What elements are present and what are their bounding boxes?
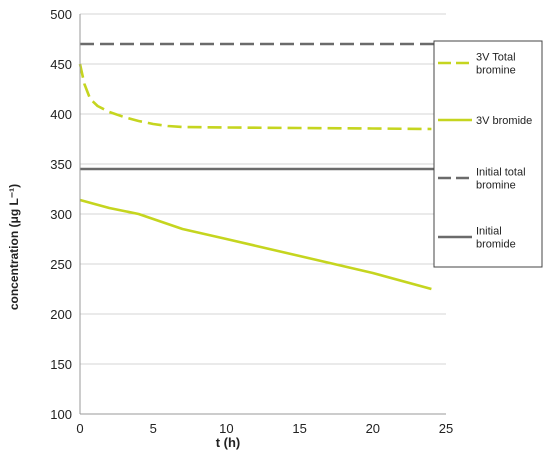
x-tick-label: 5 [150,421,157,436]
x-tick-labels: 0 5 10 15 20 25 [76,421,453,436]
legend-label: Initial [476,226,502,238]
y-tick-label: 150 [50,357,72,372]
y-tick-label: 450 [50,57,72,72]
y-tick-label: 250 [50,257,72,272]
axes [79,14,446,415]
legend-label: 3V bromide [476,115,532,127]
series-line-0 [78,63,432,131]
legend-label: bromide [476,239,516,251]
y-tick-labels: 100 150 200 250 300 350 400 450 500 [50,7,72,422]
legend-label: bromine [476,180,516,192]
series-lines [78,42,446,291]
y-tick-label: 500 [50,7,72,22]
gridlines [80,13,446,365]
legend-label: bromine [476,65,516,77]
y-tick-label: 300 [50,207,72,222]
y-tick-label: 350 [50,157,72,172]
y-axis-label: concentration (μg L⁻¹) [7,184,21,310]
x-tick-label: 15 [292,421,306,436]
x-tick-label: 25 [439,421,453,436]
y-tick-label: 200 [50,307,72,322]
x-tick-label: 10 [219,421,233,436]
series-line-1 [79,198,432,291]
legend-label: Initial total [476,167,526,179]
x-axis-label: t (h) [216,435,241,450]
x-tick-label: 20 [366,421,380,436]
y-tick-label: 400 [50,107,72,122]
legend-label: 3V Total [476,52,516,64]
y-tick-label: 100 [50,407,72,422]
x-tick-label: 0 [76,421,83,436]
legend-box [433,40,543,268]
